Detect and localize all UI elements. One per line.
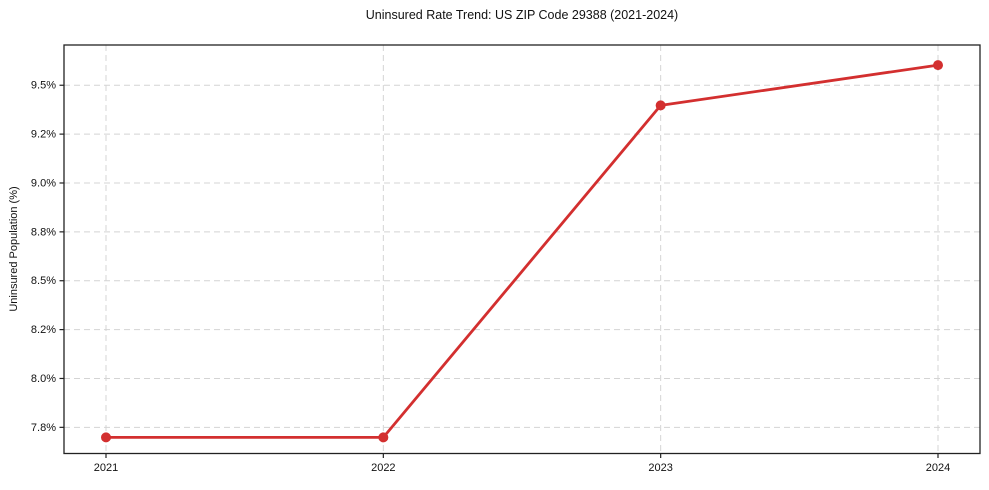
- y-tick-label: 7.8%: [31, 422, 56, 434]
- data-point: [378, 432, 389, 443]
- data-point: [655, 100, 666, 111]
- y-tick-label: 8.0%: [31, 373, 56, 385]
- chart-title: Uninsured Rate Trend: US ZIP Code 29388 …: [365, 8, 679, 22]
- x-tick-label: 2022: [371, 462, 395, 474]
- x-tick-label: 2023: [648, 462, 672, 474]
- y-tick-label: 8.5%: [31, 275, 56, 287]
- y-tick-label: 9.5%: [31, 80, 56, 92]
- trend-line: [104, 63, 940, 439]
- x-tick-label: 2024: [926, 462, 950, 474]
- y-tick-label: 9.0%: [31, 177, 56, 189]
- y-tick-label: 9.2%: [31, 129, 56, 141]
- data-point: [933, 60, 943, 71]
- y-tick-label: 8.8%: [31, 226, 56, 238]
- data-point: [101, 432, 111, 443]
- x-tick-label: 2021: [94, 462, 118, 474]
- y-tick-label: 8.2%: [31, 324, 56, 336]
- plot-frame: [63, 44, 981, 455]
